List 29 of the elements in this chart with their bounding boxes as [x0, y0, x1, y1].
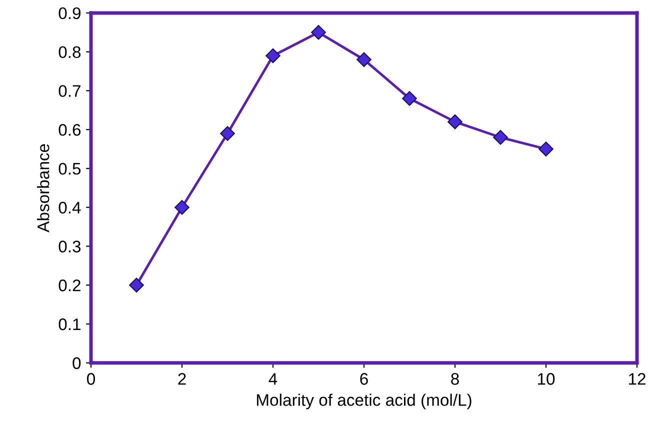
- point: [493, 130, 508, 145]
- x-tick-label: 10: [538, 373, 555, 385]
- y-tick-label: 0.2: [58, 280, 80, 292]
- x-tick-label: 2: [178, 373, 186, 385]
- x-tick-label: 8: [451, 373, 459, 385]
- y-tick-label: 0.3: [58, 240, 81, 252]
- point: [311, 24, 326, 40]
- x-axis-title: Molarity of acetic acid (mol/L): [257, 394, 472, 410]
- point: [538, 142, 554, 156]
- y-tick-label: 0: [72, 357, 81, 370]
- point: [174, 200, 190, 215]
- x-tick-label: 12: [629, 373, 646, 385]
- y-tick-label: 0.7: [58, 85, 80, 97]
- y-tick-label: 0.6: [58, 124, 81, 136]
- point: [220, 126, 235, 141]
- point: [266, 48, 280, 64]
- y-tick-label: 0.1: [58, 318, 80, 330]
- point: [402, 91, 417, 106]
- x-tick-label: 6: [360, 373, 368, 385]
- point: [356, 52, 372, 68]
- y-tick-label: 0.9: [58, 7, 80, 20]
- y-axis-title: Absorbance: [37, 144, 50, 232]
- point: [129, 278, 144, 293]
- y-tick-label: 0.5: [58, 162, 81, 175]
- x-tick-label: 4: [268, 373, 278, 385]
- x-tick-label: 0: [87, 373, 95, 385]
- point: [448, 114, 462, 130]
- y-tick-label: 0.4: [58, 202, 81, 214]
- y-tick-label: 0.8: [58, 46, 81, 58]
